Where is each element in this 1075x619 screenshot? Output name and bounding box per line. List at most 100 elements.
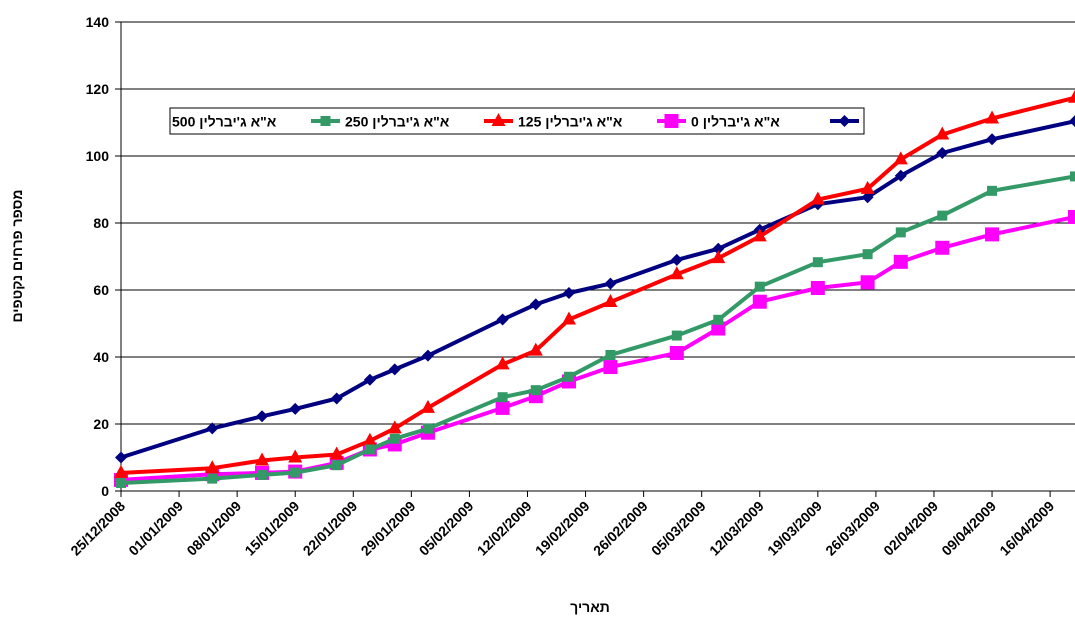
data-point	[603, 294, 618, 308]
legend-box	[169, 107, 865, 135]
x-tick-label: 12/03/2009	[706, 498, 767, 559]
series-3	[116, 171, 1075, 488]
data-point	[562, 287, 575, 300]
legend-entry: 125 א"א ג'יברלין	[518, 114, 686, 130]
data-point	[288, 449, 303, 463]
data-point	[1068, 209, 1075, 224]
data-point	[497, 392, 508, 403]
legend: 500 א"א ג'יברלין 250 א"א ג'יברלין 125 א"א …	[169, 107, 865, 135]
legend-swatch-marker	[664, 114, 679, 128]
chart-axes	[115, 21, 1075, 497]
series-0	[115, 115, 1075, 464]
data-point	[936, 146, 949, 159]
y-tick-label: 60	[93, 282, 109, 298]
data-point	[362, 432, 377, 446]
y-tick-label: 0	[101, 483, 109, 499]
data-point	[1069, 115, 1075, 128]
x-tick-label: 22/01/2009	[300, 498, 361, 559]
data-point	[256, 410, 269, 423]
data-point	[421, 349, 434, 362]
data-point	[935, 240, 950, 255]
data-point	[206, 422, 219, 435]
legend-swatch-marker	[320, 116, 331, 126]
data-point	[420, 399, 435, 413]
x-tick-label: 26/03/2009	[822, 498, 883, 559]
data-point	[860, 180, 875, 194]
legend-swatch-marker	[491, 113, 506, 126]
x-tick-label: 19/02/2009	[532, 498, 593, 559]
x-axis-title: תאריך	[570, 599, 610, 615]
y-tick-label: 100	[86, 148, 110, 164]
data-point	[752, 294, 767, 309]
data-point	[289, 402, 302, 415]
x-tick-label: 15/01/2009	[241, 498, 302, 559]
data-point	[604, 277, 617, 290]
y-tick-label: 140	[86, 14, 110, 30]
data-point	[116, 477, 126, 488]
legend-label: 250 א"א ג'יברלין	[345, 114, 450, 130]
series-line	[120, 215, 1075, 482]
data-point	[530, 385, 541, 396]
data-point	[985, 110, 1000, 124]
data-point	[563, 371, 574, 382]
x-tick-label: 02/04/2009	[880, 498, 941, 559]
x-tick-label: 29/01/2009	[358, 498, 419, 559]
data-point	[810, 191, 825, 205]
x-tick-label: 19/03/2009	[764, 498, 825, 559]
data-point	[669, 266, 684, 280]
data-point	[495, 400, 510, 415]
x-tick-label: 01/01/2009	[125, 498, 186, 559]
data-point	[893, 254, 908, 269]
data-point	[207, 473, 218, 484]
data-point	[605, 349, 616, 360]
data-point	[935, 126, 950, 140]
data-point	[669, 345, 684, 360]
horizontal-gridlines	[121, 21, 1075, 425]
data-point	[987, 185, 998, 196]
series-line	[120, 174, 1075, 485]
y-tick-label: 120	[86, 81, 110, 97]
data-point	[329, 446, 344, 460]
data-point	[603, 360, 618, 375]
legend-swatch-marker	[838, 115, 851, 127]
data-point	[290, 467, 301, 478]
series-line	[120, 119, 1075, 460]
data-point	[860, 275, 875, 290]
legend-label: 125 א"א ג'יברלין	[518, 114, 623, 130]
data-point	[810, 280, 825, 295]
data-point	[422, 423, 433, 434]
x-tick-label: 09/04/2009	[938, 498, 999, 559]
x-tick-label: 25/12/2008	[67, 498, 128, 559]
series-1	[114, 209, 1075, 487]
data-point	[363, 373, 376, 386]
data-point	[671, 330, 682, 341]
data-point	[894, 169, 907, 182]
data-point	[986, 133, 999, 146]
x-tick-label: 26/02/2009	[590, 498, 651, 559]
data-point	[205, 460, 220, 474]
data-point	[528, 342, 543, 356]
x-tick-label: 05/03/2009	[648, 498, 709, 559]
data-point	[115, 451, 127, 464]
data-point	[713, 314, 724, 325]
data-point	[754, 281, 765, 292]
data-point	[330, 392, 343, 405]
legend-label: 0 א"א ג'יברלין	[691, 114, 780, 130]
data-point	[331, 460, 342, 471]
x-tick-label: 05/02/2009	[416, 498, 477, 559]
data-point	[388, 363, 401, 376]
data-point	[1070, 171, 1075, 182]
legend-label: 500 א"א ג'יברלין	[172, 114, 277, 130]
data-point	[257, 469, 268, 480]
data-point	[893, 151, 908, 165]
data-point	[1068, 89, 1075, 103]
data-point	[670, 253, 683, 266]
legend-entry: 250 א"א ג'יברלין	[345, 113, 513, 130]
data-point	[389, 433, 400, 444]
data-point	[812, 257, 823, 268]
data-point	[752, 228, 767, 242]
legend-entry: 0 א"א ג'יברלין	[691, 114, 859, 130]
data-point	[712, 242, 725, 255]
x-tick-label: 08/01/2009	[183, 498, 244, 559]
